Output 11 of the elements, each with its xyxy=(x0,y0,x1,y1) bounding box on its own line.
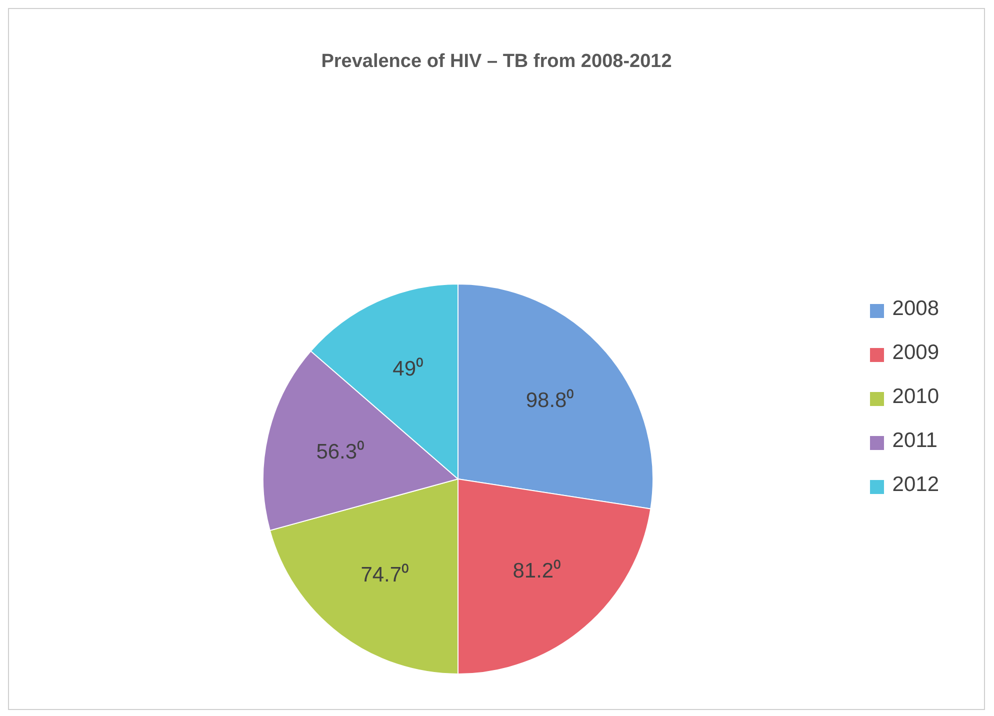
data-label: 74.7⁰ xyxy=(360,564,409,587)
legend-label: 2012 xyxy=(892,473,939,496)
legend-label: 2011 xyxy=(892,429,938,452)
chart-title: Prevalence of HIV – TB from 2008-2012 xyxy=(320,50,673,74)
legend-label: 2009 xyxy=(892,341,939,364)
data-label: 49⁰ xyxy=(392,357,424,380)
data-label: 98.8⁰ xyxy=(526,388,574,412)
legend-label: 2010 xyxy=(892,385,939,408)
legend-label: 2008 xyxy=(892,297,939,320)
data-label: 56.3⁰ xyxy=(316,440,364,464)
data-label: 81.2⁰ xyxy=(512,559,561,582)
